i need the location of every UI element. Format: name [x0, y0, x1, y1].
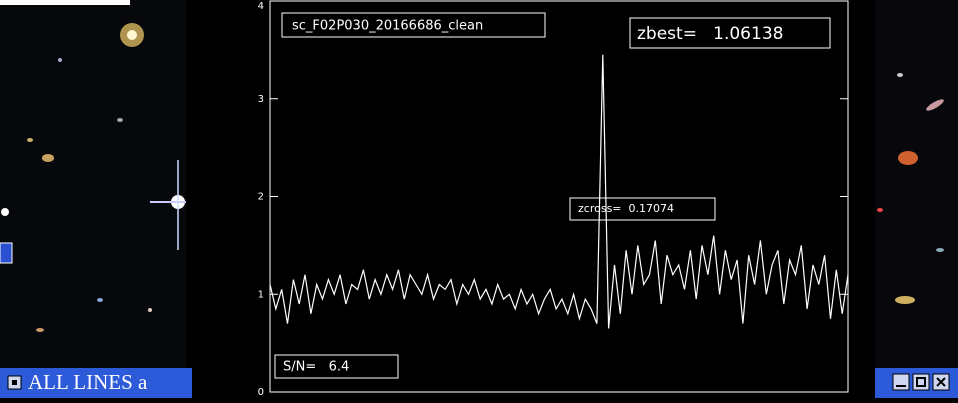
- toggle-label: ALL LINES a: [28, 370, 148, 394]
- page: {"chart_data":{"type":"line","title":"sc…: [0, 0, 958, 403]
- window-controls: [875, 368, 958, 398]
- sn-label: S/N= 6.4: [283, 360, 349, 375]
- screen: ALL LINES a sc_F02P030_20166686_clean zb…: [0, 0, 958, 403]
- chart-title: sc_F02P030_20166686_clean: [292, 19, 483, 34]
- minimize-button[interactable]: [893, 374, 909, 390]
- maximize-button[interactable]: [913, 374, 929, 390]
- y-tick-label: 2: [258, 192, 264, 203]
- plot-frame: [270, 1, 848, 392]
- right-image: [875, 0, 958, 368]
- y-tick-label: 3: [258, 94, 264, 105]
- zcross-label: zcross= 0.17074: [578, 202, 674, 215]
- spectrum-line: [270, 55, 848, 329]
- y-tick-label: 4: [258, 1, 264, 12]
- left-image: [0, 0, 186, 368]
- left-toggle[interactable]: ALL LINES a: [0, 368, 192, 398]
- spectrum-plot: sc_F02P030_20166686_clean zbest= 1.06138…: [258, 1, 848, 398]
- zbest-label: zbest= 1.06138: [637, 24, 783, 44]
- y-tick-label: 0: [258, 387, 264, 398]
- y-tick-label: 1: [258, 289, 264, 300]
